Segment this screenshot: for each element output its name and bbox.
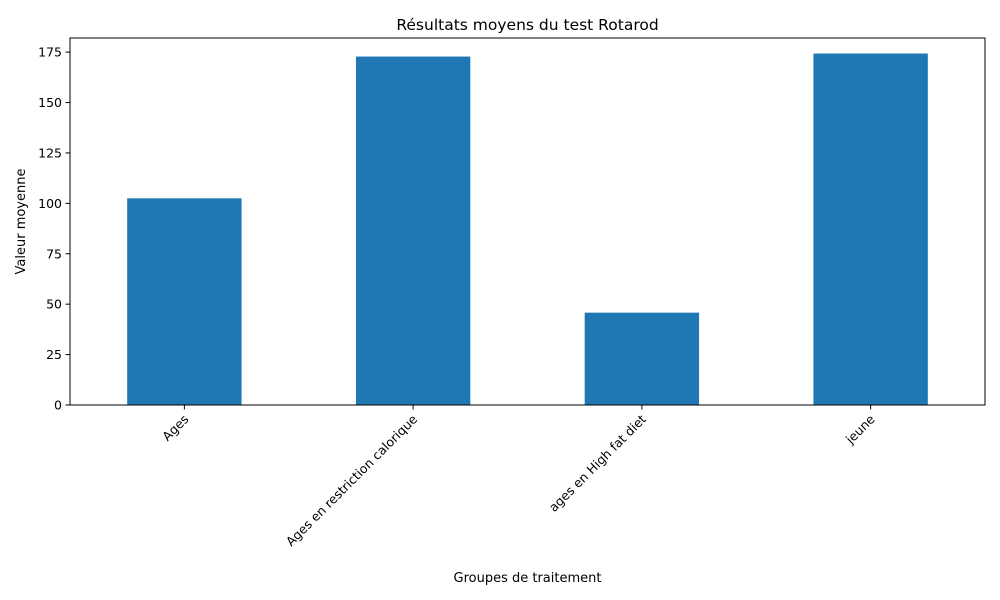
y-axis: 0 25 50 75 100 125 150 175	[38, 45, 70, 413]
chart-title: Résultats moyens du test Rotarod	[396, 16, 658, 34]
bar-1	[355, 56, 471, 406]
y-tick-label-5: 125	[38, 145, 62, 160]
y-tick-label-1: 25	[46, 347, 62, 362]
x-axis: Ages Ages en restriction calorique ages en…	[159, 405, 878, 549]
y-tick-label-2: 50	[46, 297, 62, 312]
y-tick-label-7: 175	[38, 45, 62, 60]
bar-0	[127, 198, 242, 405]
y-tick-label-6: 150	[38, 95, 62, 110]
x-tick-label-0: Ages	[159, 412, 191, 444]
y-tick-label-4: 100	[38, 196, 62, 211]
y-tick-label-0: 0	[54, 398, 62, 413]
x-tick-label-2: ages en High fat diet	[546, 411, 649, 514]
x-tick-label-1: Ages en restriction calorique	[283, 411, 421, 549]
bar-2	[584, 312, 700, 405]
x-axis-label: Groupes de traitement	[454, 571, 602, 586]
y-axis-label: Valeur moyenne	[14, 169, 29, 275]
y-tick-label-3: 75	[46, 246, 62, 261]
bar-group	[127, 53, 928, 406]
x-tick-label-3: jeune	[842, 411, 878, 447]
bar-3	[813, 53, 928, 405]
plot-frame	[69, 37, 986, 406]
